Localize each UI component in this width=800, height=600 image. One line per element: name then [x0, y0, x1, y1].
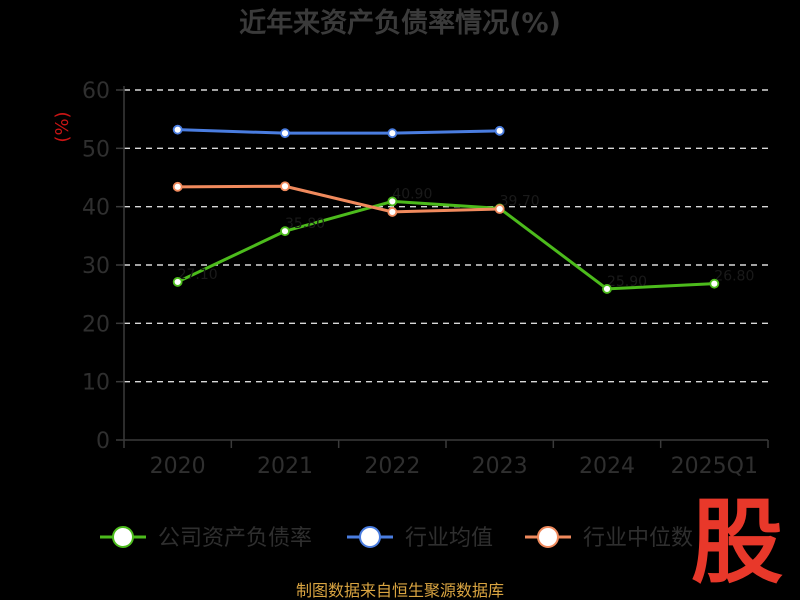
legend-item-2: 行业中位数 [525, 526, 693, 551]
data-point [494, 204, 505, 214]
data-point [387, 196, 398, 207]
y-tick-labels: 0 10 20 30 40 50 60 [82, 79, 110, 454]
x-tick-label: 2022 [364, 454, 420, 479]
series-line [177, 199, 715, 291]
data-point [280, 128, 290, 139]
axes [123, 86, 769, 448]
series-line [177, 184, 500, 214]
x-tick-label: 2023 [472, 454, 528, 479]
watermark-glyph: 股 [691, 489, 783, 596]
data-label: 26.80 [714, 269, 754, 285]
legend-marker [112, 526, 134, 548]
y-tick-label: 10 [82, 371, 110, 396]
data-label: 25.90 [607, 274, 647, 290]
legend-item-1: 行业均值 [347, 526, 493, 551]
legend-item-0: 公司资产负债率 [100, 526, 312, 551]
legend: 公司资产负债率 行业均值 行业中位数 [100, 526, 693, 551]
legend-marker [537, 526, 559, 548]
watermark-logo: 股 [691, 489, 783, 596]
x-tick-label: 2021 [257, 454, 313, 479]
data-point [494, 125, 505, 136]
legend-label: 公司资产负债率 [158, 526, 312, 551]
y-tick-label: 50 [82, 137, 110, 162]
data-point [602, 284, 612, 294]
data-point [280, 181, 290, 192]
data-point [709, 278, 720, 289]
series-line [177, 128, 500, 135]
x-tick-label: 2025Q1 [671, 454, 758, 479]
series-1 [172, 124, 505, 139]
data-label: 40.90 [392, 186, 432, 202]
legend-label: 行业中位数 [583, 526, 693, 551]
data-label: 27.10 [178, 267, 218, 283]
y-tick-label: 60 [82, 79, 110, 104]
data-label: 39.70 [500, 193, 540, 209]
y-axis-unit: (%) [52, 111, 73, 142]
data-label: 35.80 [285, 216, 325, 232]
source-note: 制图数据来自恒生聚源数据库 [296, 581, 504, 600]
data-point [387, 207, 398, 217]
data-point [387, 128, 398, 139]
y-tick-label: 20 [82, 312, 110, 337]
chart-title: 近年来资产负债率情况(%) [239, 7, 561, 39]
y-tick-label: 30 [82, 254, 110, 279]
data-point [172, 277, 183, 287]
series-layer: 27.10 35.80 40.90 39.70 25.90 26.80 [172, 124, 754, 294]
data-point [280, 226, 290, 237]
x-tick-labels: 2020 2021 2022 2023 2024 2025Q1 [150, 454, 758, 479]
legend-label: 行业均值 [405, 526, 493, 551]
series-2 [172, 181, 505, 217]
legend-marker [359, 526, 381, 548]
y-tick-label: 0 [96, 429, 110, 454]
data-point [172, 124, 183, 135]
data-point [172, 181, 183, 192]
series-0: 27.10 35.80 40.90 39.70 25.90 26.80 [172, 186, 754, 294]
x-tick-label: 2024 [579, 454, 635, 479]
grid-lines [116, 89, 768, 441]
x-tick-label: 2020 [150, 454, 206, 479]
y-tick-label: 40 [82, 196, 110, 221]
